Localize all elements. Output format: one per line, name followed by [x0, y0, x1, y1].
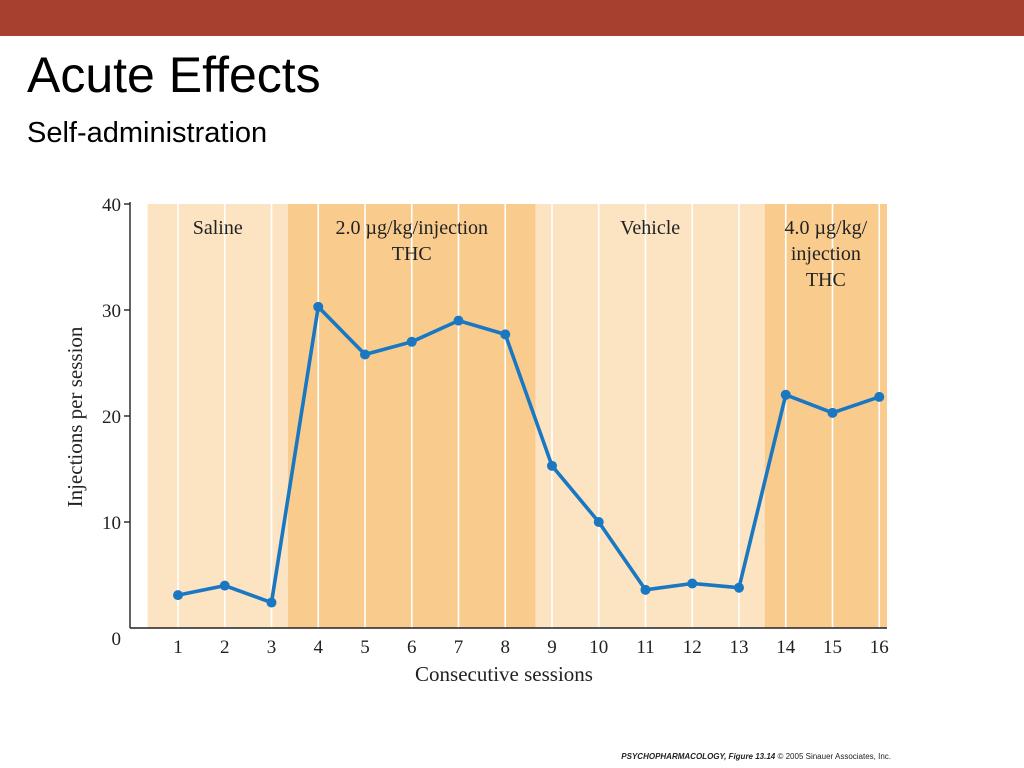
- phase-label-2-line-1: 2.0 µg/kg/injection: [335, 217, 488, 239]
- data-point-session-9: [547, 460, 557, 471]
- x-tick-label-6: 6: [407, 637, 417, 658]
- phase-label-4-line-2: injection: [791, 243, 861, 265]
- vertical-gridlines: [177, 204, 881, 628]
- y-tick-label-0: 0: [112, 629, 122, 650]
- y-axis-label: Injections per session: [63, 326, 87, 507]
- slide-title: Acute Effects: [27, 47, 321, 103]
- x-tick-label-11: 11: [636, 637, 654, 658]
- data-point-session-8: [500, 329, 511, 340]
- y-tick-label-10: 10: [102, 513, 121, 534]
- data-point-session-3: [266, 597, 277, 608]
- phase-label-4-line-3: THC: [806, 269, 846, 291]
- x-tick-label-13: 13: [730, 637, 749, 658]
- data-point-session-7: [453, 315, 464, 326]
- data-point-session-15: [827, 407, 838, 418]
- x-tick-label-10: 10: [589, 637, 608, 658]
- self-administration-chart: Saline 2.0 µg/kg/injection THC Vehicle 4.0 µ…: [63, 195, 889, 686]
- x-tick-label-14: 14: [776, 637, 796, 658]
- series-line-1: [177, 305, 880, 605]
- data-point-session-4: [313, 301, 324, 312]
- x-tick-label-1: 1: [173, 637, 183, 658]
- data-point-session-1: [173, 590, 183, 601]
- x-tick-label-4: 4: [314, 637, 324, 658]
- figure-credit: PSYCHOPHARMACOLOGY, Figure 13.14 © 2005 …: [621, 752, 891, 761]
- x-tick-label-5: 5: [360, 637, 370, 658]
- y-tick-label-20: 20: [102, 407, 121, 428]
- x-tick-label-15: 15: [823, 637, 842, 658]
- data-point-session-13: [734, 582, 744, 593]
- data-point-session-11: [640, 584, 651, 595]
- data-series: [173, 301, 885, 608]
- x-axis-label: Consecutive sessions: [415, 662, 593, 686]
- x-tick-label-8: 8: [501, 637, 511, 658]
- phase-band-3: [535, 204, 765, 628]
- phase-label-1-line-1: Saline: [193, 217, 243, 239]
- data-point-session-2: [219, 580, 230, 591]
- credit-copyright: © 2005 Sinauer Associates, Inc.: [777, 752, 891, 761]
- phase-label-3-line-1: Vehicle: [620, 217, 680, 239]
- phase-label-4-line-1: 4.0 µg/kg/: [785, 217, 868, 239]
- data-point-session-5: [360, 349, 370, 360]
- phase-band-4: [764, 204, 887, 628]
- x-tick-label-9: 9: [547, 637, 557, 658]
- data-point-session-12: [687, 578, 698, 589]
- phase-labels: Saline 2.0 µg/kg/injection THC Vehicle 4.0 µ…: [193, 217, 868, 291]
- data-point-session-14: [780, 389, 791, 400]
- data-point-session-10: [593, 517, 604, 527]
- phase-label-2-line-2: THC: [392, 243, 432, 265]
- y-tick-label-40: 40: [102, 195, 121, 216]
- data-point-session-16: [874, 391, 885, 402]
- x-tick-label-2: 2: [220, 637, 230, 658]
- data-point-session-6: [406, 336, 417, 347]
- top-accent-bar: [0, 0, 1024, 36]
- x-tick-label-12: 12: [683, 637, 702, 658]
- x-tick-label-16: 16: [870, 637, 889, 658]
- slide-subtitle: Self-administration: [27, 117, 268, 149]
- x-tick-label-7: 7: [454, 637, 464, 658]
- phase-bands: [147, 204, 887, 628]
- y-tick-label-30: 30: [102, 301, 121, 322]
- phase-band-1: [147, 204, 288, 628]
- x-tick-label-3: 3: [267, 637, 277, 658]
- credit-source: PSYCHOPHARMACOLOGY, Figure 13.14: [621, 752, 776, 761]
